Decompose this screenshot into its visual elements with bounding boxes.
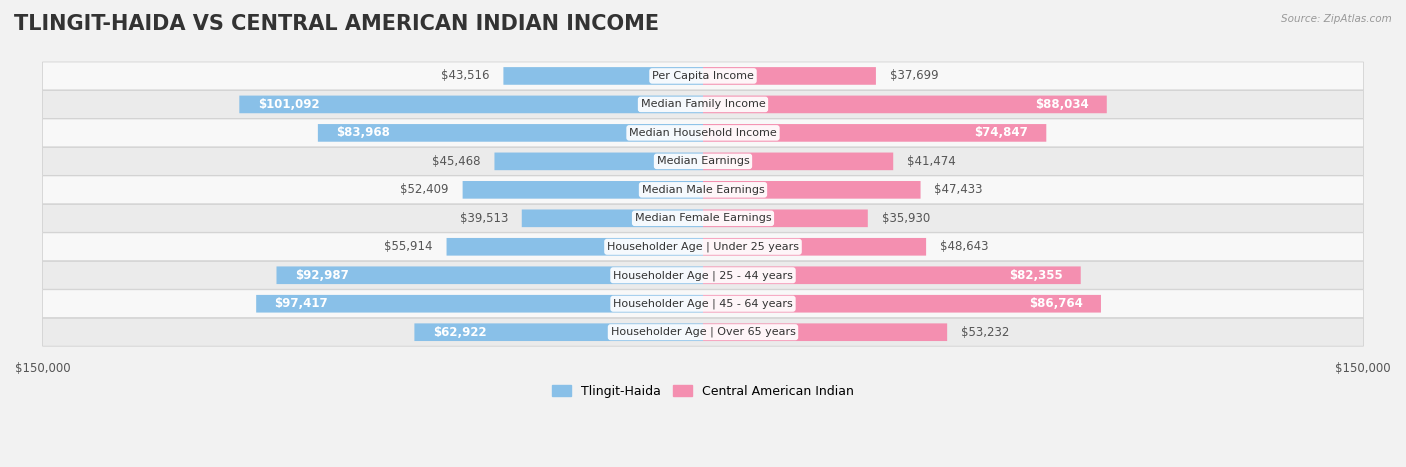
Text: $83,968: $83,968: [336, 127, 389, 139]
Text: $150,000: $150,000: [15, 362, 70, 375]
FancyBboxPatch shape: [256, 295, 703, 312]
FancyBboxPatch shape: [277, 267, 703, 284]
FancyBboxPatch shape: [318, 124, 703, 142]
FancyBboxPatch shape: [703, 181, 921, 198]
FancyBboxPatch shape: [42, 62, 1364, 90]
Text: $52,409: $52,409: [401, 184, 449, 196]
Text: $86,764: $86,764: [1029, 297, 1083, 310]
FancyBboxPatch shape: [703, 210, 868, 227]
Text: Householder Age | Over 65 years: Householder Age | Over 65 years: [610, 327, 796, 338]
FancyBboxPatch shape: [42, 233, 1364, 261]
Text: $62,922: $62,922: [433, 325, 486, 339]
Text: Median Family Income: Median Family Income: [641, 99, 765, 109]
FancyBboxPatch shape: [703, 96, 1107, 113]
FancyBboxPatch shape: [239, 96, 703, 113]
FancyBboxPatch shape: [703, 295, 1101, 312]
Text: $74,847: $74,847: [974, 127, 1028, 139]
FancyBboxPatch shape: [463, 181, 703, 198]
Legend: Tlingit-Haida, Central American Indian: Tlingit-Haida, Central American Indian: [547, 380, 859, 403]
FancyBboxPatch shape: [503, 67, 703, 85]
FancyBboxPatch shape: [42, 176, 1364, 204]
Text: $48,643: $48,643: [939, 241, 988, 253]
Text: $39,513: $39,513: [460, 212, 508, 225]
FancyBboxPatch shape: [42, 290, 1364, 318]
Text: Median Earnings: Median Earnings: [657, 156, 749, 166]
FancyBboxPatch shape: [42, 318, 1364, 346]
Text: Householder Age | 45 - 64 years: Householder Age | 45 - 64 years: [613, 298, 793, 309]
FancyBboxPatch shape: [703, 323, 948, 341]
Text: Median Male Earnings: Median Male Earnings: [641, 185, 765, 195]
FancyBboxPatch shape: [703, 67, 876, 85]
Text: Per Capita Income: Per Capita Income: [652, 71, 754, 81]
Text: $82,355: $82,355: [1008, 269, 1063, 282]
Text: $92,987: $92,987: [295, 269, 349, 282]
Text: Householder Age | Under 25 years: Householder Age | Under 25 years: [607, 241, 799, 252]
Text: $88,034: $88,034: [1035, 98, 1088, 111]
Text: $41,474: $41,474: [907, 155, 956, 168]
FancyBboxPatch shape: [42, 205, 1364, 232]
Text: $97,417: $97,417: [274, 297, 328, 310]
FancyBboxPatch shape: [42, 91, 1364, 118]
Text: Median Female Earnings: Median Female Earnings: [634, 213, 772, 223]
Text: $35,930: $35,930: [882, 212, 929, 225]
Text: $55,914: $55,914: [384, 241, 433, 253]
Text: $45,468: $45,468: [432, 155, 481, 168]
FancyBboxPatch shape: [415, 323, 703, 341]
FancyBboxPatch shape: [495, 153, 703, 170]
Text: TLINGIT-HAIDA VS CENTRAL AMERICAN INDIAN INCOME: TLINGIT-HAIDA VS CENTRAL AMERICAN INDIAN…: [14, 14, 659, 34]
Text: Source: ZipAtlas.com: Source: ZipAtlas.com: [1281, 14, 1392, 24]
FancyBboxPatch shape: [42, 148, 1364, 175]
Text: $101,092: $101,092: [257, 98, 319, 111]
FancyBboxPatch shape: [703, 153, 893, 170]
FancyBboxPatch shape: [703, 124, 1046, 142]
Text: $43,516: $43,516: [441, 70, 489, 83]
FancyBboxPatch shape: [703, 238, 927, 255]
FancyBboxPatch shape: [42, 119, 1364, 147]
Text: $150,000: $150,000: [1336, 362, 1391, 375]
Text: $53,232: $53,232: [960, 325, 1010, 339]
Text: $37,699: $37,699: [890, 70, 938, 83]
FancyBboxPatch shape: [703, 267, 1081, 284]
Text: Householder Age | 25 - 44 years: Householder Age | 25 - 44 years: [613, 270, 793, 281]
FancyBboxPatch shape: [522, 210, 703, 227]
Text: $47,433: $47,433: [935, 184, 983, 196]
Text: Median Household Income: Median Household Income: [628, 128, 778, 138]
FancyBboxPatch shape: [42, 262, 1364, 289]
FancyBboxPatch shape: [447, 238, 703, 255]
